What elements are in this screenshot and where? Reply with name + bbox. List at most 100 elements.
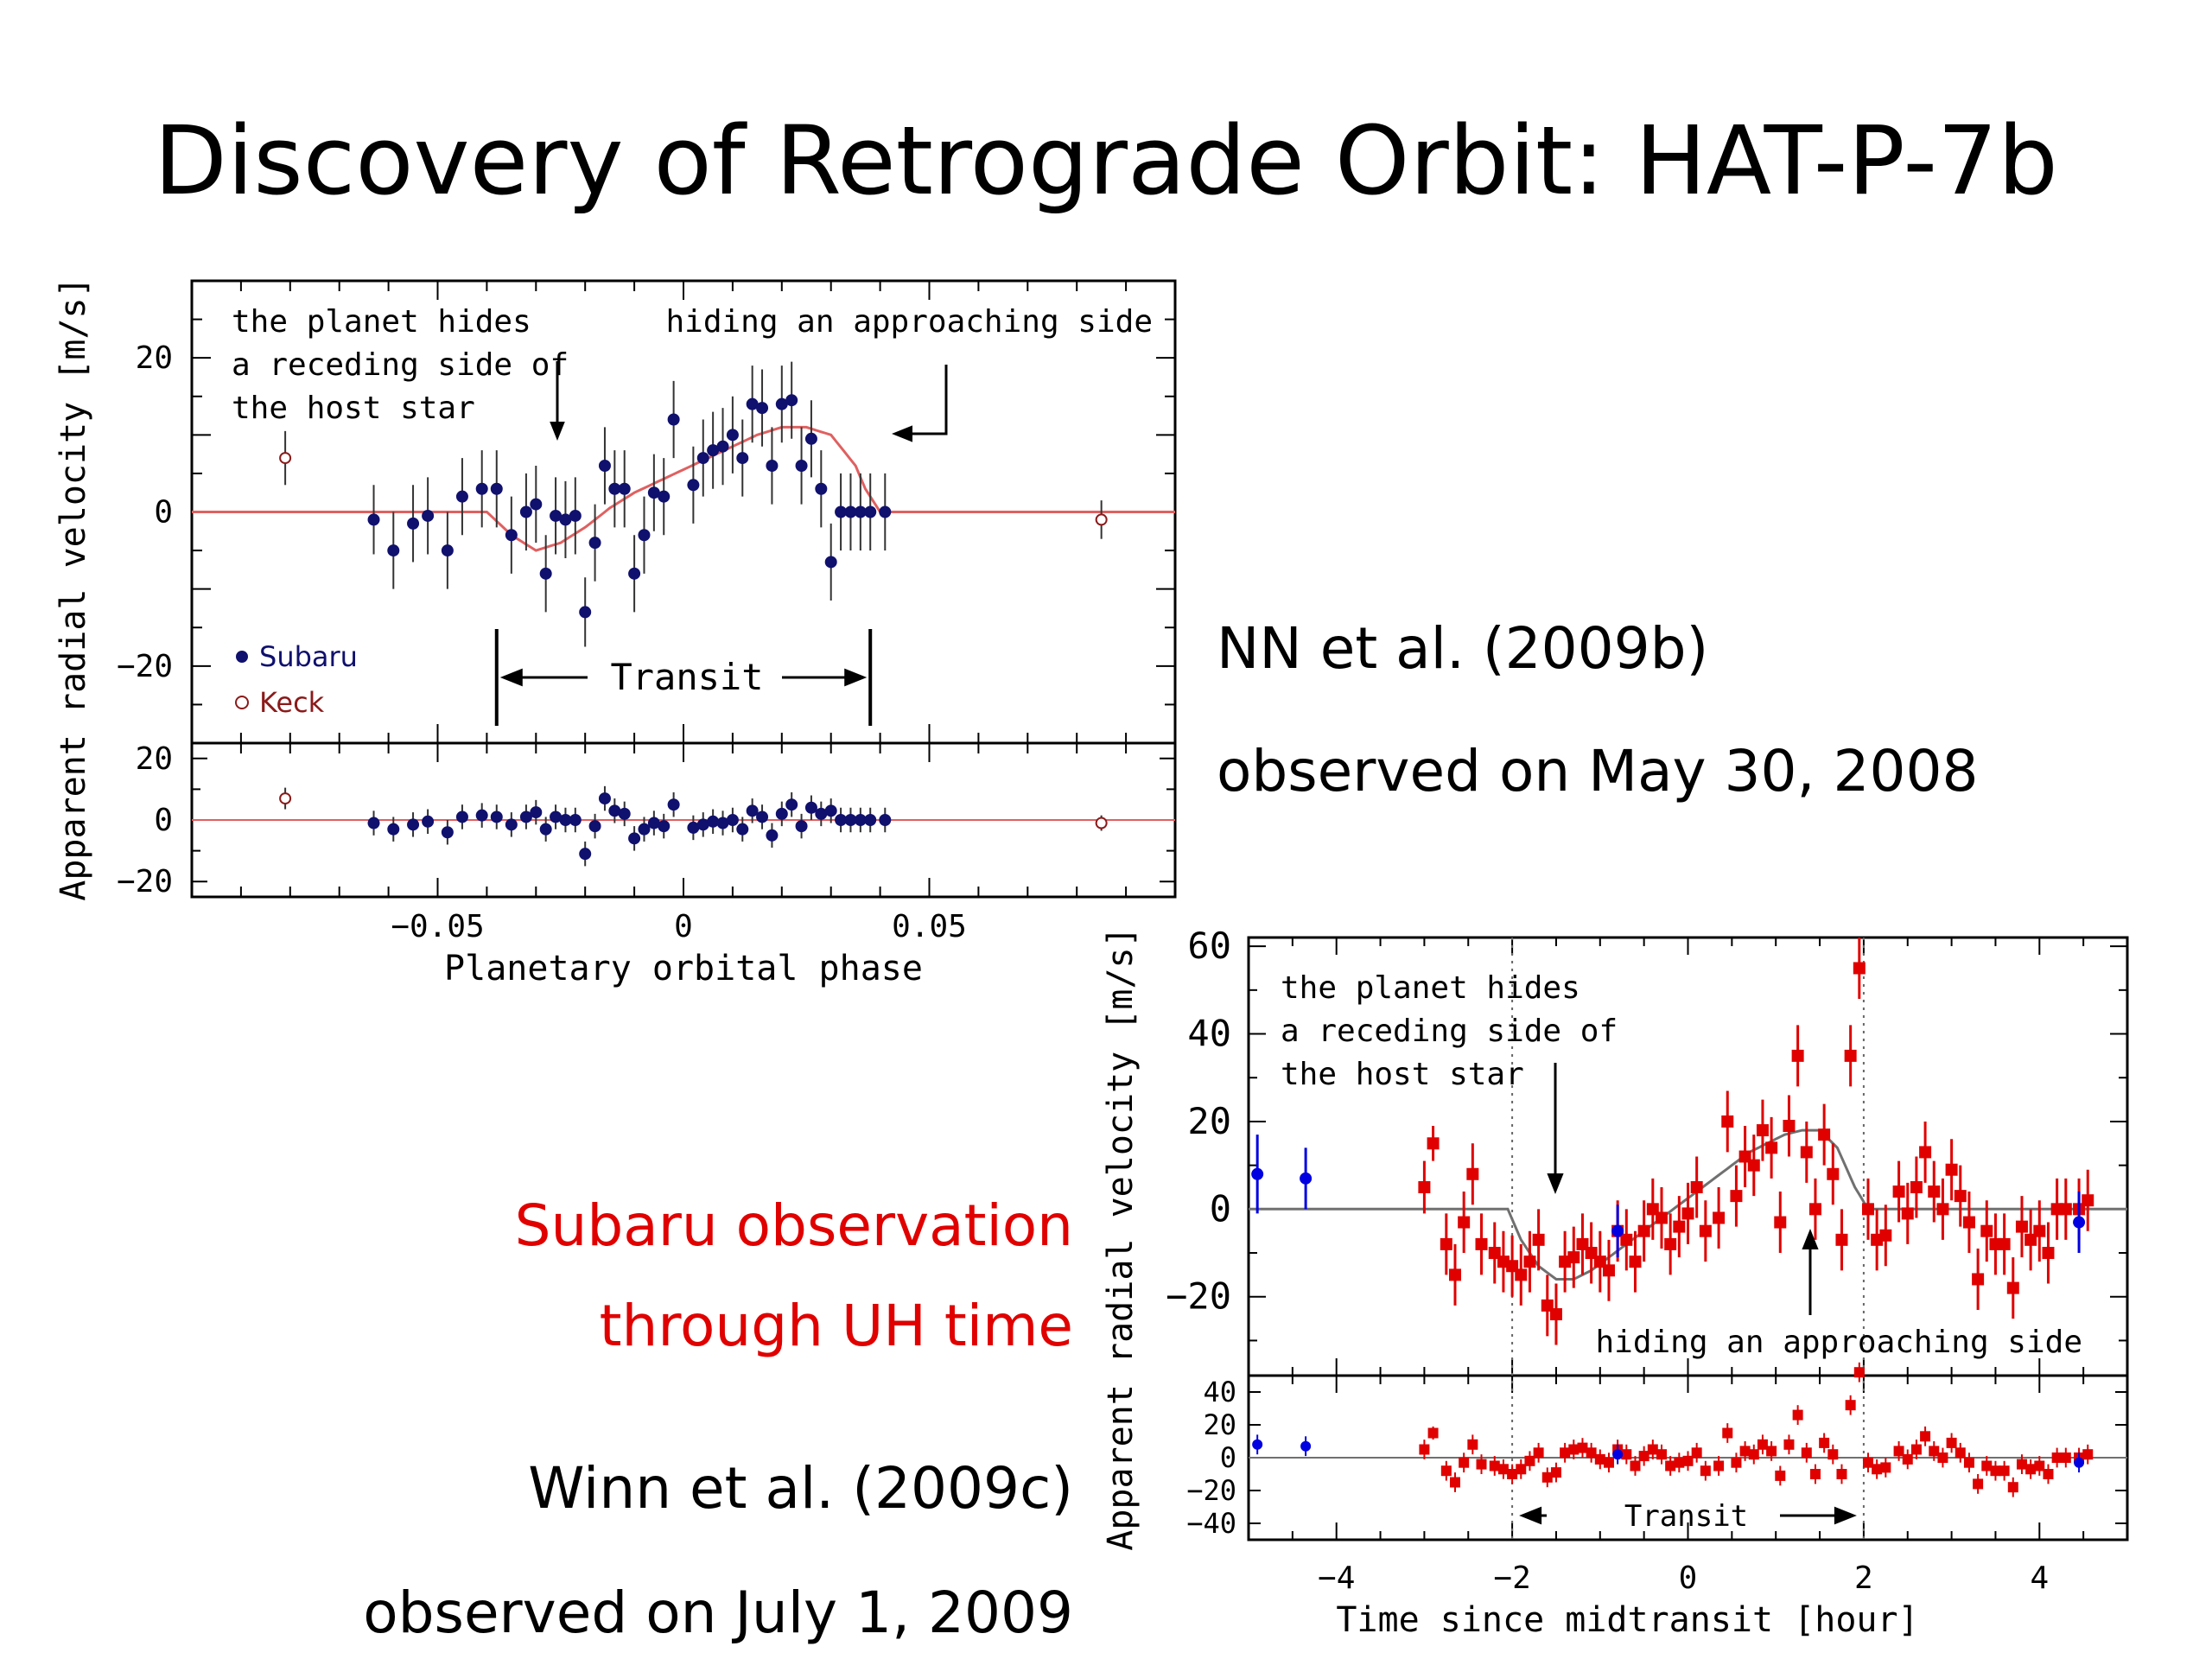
subaru-point [804,432,817,445]
blue-point [2073,1216,2086,1229]
subaru-point [519,505,532,518]
keck-point [1095,513,1108,526]
blue-residual-point [1300,1440,1312,1452]
subaru-residual-point [804,801,817,814]
red-point [1427,1137,1440,1150]
residual-y-tick-label: 20 [1203,1408,1236,1441]
red-point [2042,1247,2055,1260]
residual-y-tick-label: 0 [1220,1441,1236,1474]
transit-label: Transit [1624,1499,1748,1534]
red-point [1458,1216,1471,1229]
subaru-point [658,490,671,503]
red-residual-point [1990,1465,2001,1477]
subaru-residual-point [628,832,641,845]
subaru-residual-point [539,823,552,836]
red-residual-point [1594,1453,1605,1465]
red-residual-point [1748,1449,1759,1460]
red-residual-point [1920,1431,1931,1442]
transit-arrow-right-head [844,668,868,687]
red-residual-point [1973,1478,1984,1490]
red-residual-point [1577,1442,1588,1453]
subaru-residual-point [407,818,420,831]
red-point [1774,1216,1787,1229]
red-point [1532,1233,1545,1246]
red-point [1713,1211,1726,1224]
slide-title: Discovery of Retrograde Orbit: HAT-P-7b [154,105,2058,216]
annotation-hiding-approaching: hiding an approaching side [1595,1325,2082,1360]
red-residual-point [1550,1467,1561,1478]
red-residual-point [1853,1367,1865,1378]
red-point [1791,1049,1804,1062]
residual-y-tick-label: 20 [136,741,173,777]
red-residual-point [1955,1447,1966,1459]
transit-arrow-left-head [1519,1506,1542,1525]
arrow-approaching-shaft [912,365,948,435]
red-residual-point [1665,1460,1676,1471]
red-residual-point [1489,1460,1500,1471]
subaru-residual-point [422,815,435,828]
red-point [1602,1264,1615,1277]
subaru-residual-point [795,820,808,833]
subaru-residual-point [569,814,582,826]
red-residual-point [1809,1469,1821,1479]
subaru-point [588,537,601,550]
red-point [1892,1185,1905,1198]
red-residual-point [2025,1464,2037,1475]
subaru-point [598,460,611,472]
red-residual-point [1792,1409,1803,1421]
subaru-point [422,509,435,522]
red-residual-point [1682,1455,1694,1466]
red-residual-point [2051,1452,2063,1463]
red-residual-point [1872,1464,1883,1475]
red-residual-point [2043,1469,2054,1479]
blue-residual-point [2074,1457,2085,1468]
red-residual-point [1560,1447,1571,1459]
subaru-residual-point [736,823,749,836]
red-residual-point [1647,1444,1658,1455]
subaru-residual-point [667,798,680,811]
subaru-point [367,513,380,526]
red-residual-point [1700,1465,1711,1477]
legend-keck-marker [235,696,249,709]
subaru-point [441,544,454,557]
subaru-point [756,402,769,415]
red-point [1861,1203,1874,1216]
red-point [1919,1146,1932,1159]
red-point [2059,1203,2072,1216]
red-residual-point [1722,1427,1733,1439]
x-tick-label: 2 [1854,1560,1873,1596]
x-tick-label: −2 [1493,1560,1530,1596]
subaru-point [766,460,779,472]
red-residual-point [1459,1457,1470,1468]
red-point [1655,1211,1668,1224]
subaru-residual-point [387,823,400,836]
red-residual-point [1656,1449,1667,1460]
red-residual-point [1929,1446,1940,1457]
red-point [1730,1190,1743,1203]
red-point [2082,1194,2094,1207]
red-point [2006,1281,2019,1294]
residual-y-tick-label: 40 [1203,1376,1236,1408]
y-tick-label: −20 [117,649,173,684]
x-tick-label: −4 [1318,1560,1355,1596]
arrow-approaching-head [1802,1229,1819,1249]
y-axis-label: Apparent radial velocity [m/s] [54,276,93,900]
subaru-point [667,413,680,426]
red-point [1936,1203,1949,1216]
red-residual-point [1902,1453,1913,1465]
y-tick-label: 20 [1187,1100,1231,1142]
red-point [1910,1180,1923,1193]
blue-point [1300,1172,1313,1185]
y-tick-label: 0 [1210,1187,1231,1230]
red-residual-point [1630,1460,1641,1471]
subaru-residual-point [475,809,488,822]
subaru-residual-point [775,807,788,820]
model-curve [192,425,1175,552]
legend-keck-label: Keck [259,686,325,719]
reference-winn-2009c: Winn et al. (2009c) [528,1455,1073,1522]
red-point [1783,1120,1796,1133]
x-tick-label: −0.05 [391,909,484,944]
red-residual-point [1757,1439,1768,1450]
red-point [1972,1273,1985,1286]
